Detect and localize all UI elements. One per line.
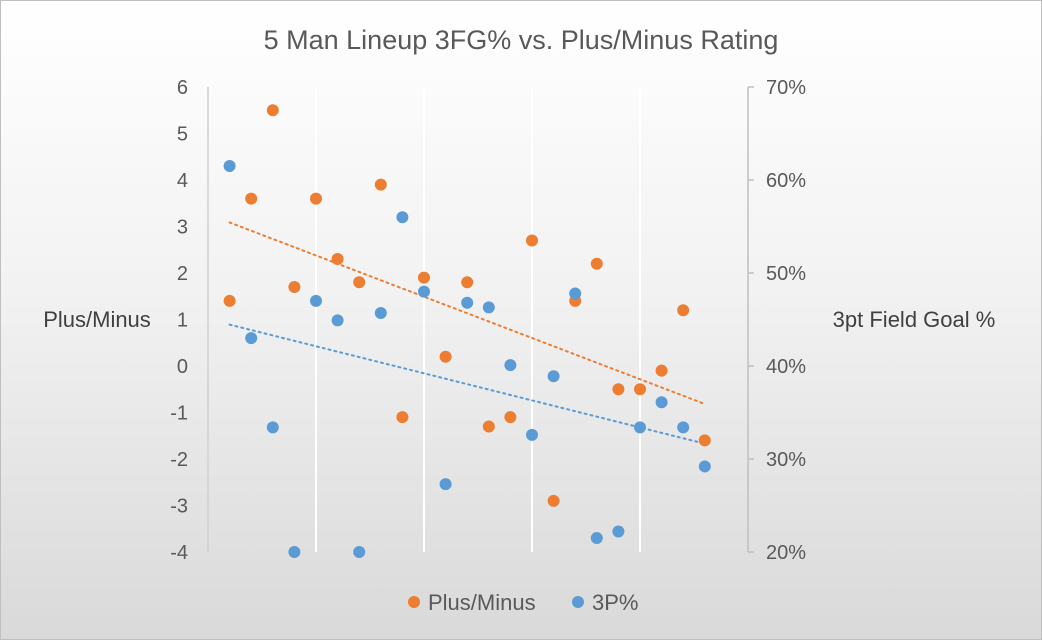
y2-tick-label: 60%: [766, 170, 806, 192]
y2-tick-label: 50%: [766, 263, 806, 285]
y-axis-title: Plus/Minus: [43, 307, 151, 332]
point-3p-pct: [418, 285, 430, 298]
point-3p-pct: [266, 421, 279, 434]
point-plus-minus: [439, 350, 452, 363]
point-3p-pct: [331, 314, 344, 327]
legend-label-3p-pct: 3P%: [592, 590, 638, 615]
point-plus-minus: [331, 253, 344, 266]
data-points: [223, 104, 711, 558]
point-3p-pct: [310, 294, 322, 307]
point-3p-pct: [547, 370, 560, 383]
point-plus-minus: [526, 234, 538, 247]
point-3p-pct: [504, 359, 517, 372]
y-tick-label: 6: [177, 77, 188, 99]
y-tick-label: -3: [170, 496, 188, 518]
point-3p-pct: [698, 460, 711, 473]
point-3p-pct: [223, 160, 236, 173]
point-plus-minus: [655, 364, 668, 377]
y-tick-label: 2: [177, 263, 188, 285]
y-tick-label: 1: [177, 310, 188, 332]
point-3p-pct: [353, 546, 366, 558]
chart-title: 5 Man Lineup 3FG% vs. Plus/Minus Rating: [264, 25, 779, 55]
trendline-0: [228, 221, 706, 406]
point-3p-pct: [461, 296, 474, 309]
point-3p-pct: [655, 396, 668, 409]
point-plus-minus: [482, 420, 495, 433]
point-3p-pct: [245, 332, 258, 345]
point-plus-minus: [461, 276, 474, 289]
point-plus-minus: [547, 494, 560, 507]
point-3p-pct: [288, 546, 301, 558]
point-plus-minus: [677, 304, 690, 317]
point-plus-minus: [612, 383, 625, 396]
point-plus-minus: [396, 411, 409, 424]
y-tick-label: -2: [170, 449, 188, 471]
y-tick-label: 4: [177, 170, 188, 192]
legend-swatch-plus-minus: [408, 596, 420, 608]
point-plus-minus: [634, 383, 646, 396]
point-plus-minus: [223, 294, 236, 307]
legend-label-plus-minus: Plus/Minus: [428, 590, 536, 615]
y-tick-label: 0: [177, 356, 188, 378]
trendline-1: [228, 323, 706, 445]
point-3p-pct: [612, 525, 625, 538]
y2-axis-title: 3pt Field Goal %: [833, 307, 996, 332]
point-plus-minus: [353, 276, 366, 289]
point-plus-minus: [590, 257, 603, 270]
point-plus-minus: [266, 104, 279, 117]
point-plus-minus: [504, 411, 517, 424]
point-3p-pct: [396, 211, 409, 224]
legend-swatch-3p-pct: [572, 596, 584, 608]
point-3p-pct: [569, 287, 582, 300]
y-tick-label: 5: [177, 124, 188, 146]
y2-tick-label: 70%: [766, 77, 806, 99]
gridlines: [315, 87, 641, 552]
point-3p-pct: [590, 532, 603, 545]
point-plus-minus: [418, 271, 430, 284]
point-plus-minus: [245, 192, 258, 205]
point-3p-pct: [526, 428, 538, 441]
legend: Plus/Minus 3P%: [408, 590, 638, 615]
point-plus-minus: [698, 434, 711, 447]
y2-tick-label: 30%: [766, 449, 806, 471]
point-plus-minus: [288, 280, 301, 293]
point-3p-pct: [677, 421, 690, 434]
point-plus-minus: [310, 192, 322, 205]
point-plus-minus: [374, 178, 387, 191]
y-tick-label: -4: [170, 542, 188, 564]
y-tick-label: 3: [177, 217, 188, 239]
y-tick-label: -1: [170, 403, 188, 425]
point-3p-pct: [439, 478, 452, 491]
y2-tick-label: 20%: [766, 542, 806, 564]
point-3p-pct: [374, 306, 387, 319]
y2-tick-label: 40%: [766, 356, 806, 378]
point-3p-pct: [634, 421, 646, 434]
point-3p-pct: [482, 301, 495, 314]
trendlines: [228, 221, 706, 445]
axes: 6 5 4 3 2 1 0 -1 -2 -3 -4 70% 60% 50% 40% 30% 20%: [170, 77, 806, 564]
